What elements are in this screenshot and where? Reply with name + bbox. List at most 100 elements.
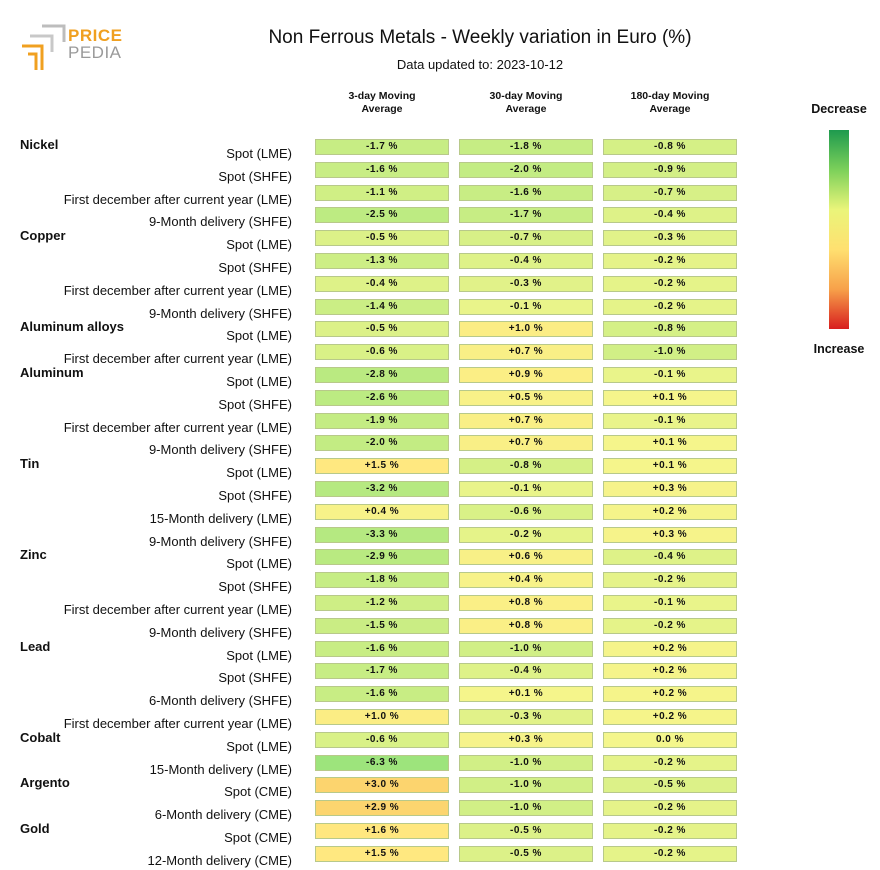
value-cell: +0.2 % <box>603 503 737 520</box>
value-cell: -0.2 % <box>603 754 737 771</box>
value-cell: +0.4 % <box>459 572 593 589</box>
value-cell: -0.6 % <box>315 344 449 361</box>
value-cell: -0.2 % <box>459 526 593 543</box>
value-cell: +0.7 % <box>459 344 593 361</box>
column-header-3: 180-day Moving Average <box>630 90 710 115</box>
value-cell: -0.5 % <box>459 845 593 862</box>
row-label: Spot (LME) <box>226 738 292 754</box>
value-cell: +0.6 % <box>459 549 593 566</box>
value-cell: -0.1 % <box>603 367 737 383</box>
value-cell: +0.4 % <box>315 503 449 520</box>
value-cell: -0.1 % <box>459 481 593 497</box>
value-cell: -0.8 % <box>603 321 737 338</box>
value-cell: -0.2 % <box>603 823 737 839</box>
value-cell: +0.8 % <box>459 617 593 634</box>
value-cell: -0.2 % <box>603 253 737 269</box>
row-label: 15-Month delivery (LME) <box>149 761 292 777</box>
row-label: First december after current year (LME) <box>63 602 292 617</box>
value-cell: -2.0 % <box>315 435 449 452</box>
value-cell: +0.5 % <box>459 389 593 406</box>
value-cell: -1.9 % <box>315 412 449 429</box>
value-cell: +0.2 % <box>603 709 737 725</box>
value-cell: +1.5 % <box>315 458 449 475</box>
row-label: Spot (LME) <box>226 328 292 344</box>
row-label: Spot (SHFE) <box>218 168 292 184</box>
value-cell: -1.4 % <box>315 298 449 315</box>
row-label: Spot (LME) <box>226 146 292 161</box>
chart-subtitle: Data updated to: 2023-10-12 <box>396 57 564 72</box>
value-cell: -1.7 % <box>315 139 449 155</box>
row-label: First december after current year (LME) <box>63 191 292 207</box>
value-cell: -0.7 % <box>603 184 737 201</box>
row-label: 15-Month delivery (LME) <box>149 510 292 526</box>
value-cell: -0.4 % <box>603 207 737 224</box>
value-cell: -1.8 % <box>315 572 449 589</box>
value-cell: -0.4 % <box>603 549 737 566</box>
value-cell: -0.5 % <box>315 321 449 338</box>
group-label: Aluminum <box>20 365 84 380</box>
value-cell: -0.3 % <box>459 709 593 725</box>
row-label: First december after current year (LME) <box>63 351 292 367</box>
value-cell: +0.2 % <box>603 686 737 703</box>
value-cell: +0.3 % <box>603 481 737 497</box>
value-cell: -0.1 % <box>603 412 737 429</box>
group-label: Argento <box>20 775 70 791</box>
value-cell: -0.4 % <box>459 253 593 269</box>
group-label: Cobalt <box>20 729 61 745</box>
pricepedia-logo: PRICE PEDIA <box>20 24 130 74</box>
row-label: Spot (LME) <box>226 374 292 389</box>
value-cell: -1.0 % <box>459 754 593 771</box>
row-label: Spot (LME) <box>226 465 292 481</box>
value-cell: -0.2 % <box>603 275 737 292</box>
value-cell: -1.6 % <box>315 161 449 178</box>
row-label: 6-Month delivery (SHFE) <box>148 693 292 709</box>
value-cell: +1.0 % <box>315 709 449 725</box>
value-cell: -0.3 % <box>459 275 593 292</box>
value-cell: -2.5 % <box>315 207 449 224</box>
value-cell: -0.6 % <box>459 503 593 520</box>
value-cell: -1.5 % <box>315 617 449 634</box>
row-label: 9-Month delivery (SHFE) <box>148 214 292 230</box>
row-label: Spot (LME) <box>226 556 292 572</box>
row-label: Spot (LME) <box>226 237 292 253</box>
value-cell: -0.2 % <box>603 800 737 817</box>
column-header-1: 3-day Moving Average <box>348 90 416 115</box>
row-label: Spot (SHFE) <box>218 396 292 412</box>
value-cell: -0.2 % <box>603 572 737 589</box>
value-cell: -0.1 % <box>603 595 737 611</box>
group-label: Lead <box>20 638 51 654</box>
value-cell: -0.8 % <box>459 458 593 475</box>
logo-text-price: PRICE <box>68 26 123 45</box>
group-label: Gold <box>20 821 50 836</box>
row-label: 9-Month delivery (SHFE) <box>148 442 292 458</box>
value-cell: -1.3 % <box>315 253 449 269</box>
value-cell: +0.1 % <box>603 435 737 452</box>
value-cell: -0.2 % <box>603 617 737 634</box>
value-cell: -0.3 % <box>603 230 737 247</box>
row-label: First december after current year (LME) <box>63 282 292 298</box>
value-cell: -0.9 % <box>603 161 737 178</box>
value-cell: +0.2 % <box>603 640 737 657</box>
group-label: Copper <box>20 228 66 244</box>
value-cell: +1.0 % <box>459 321 593 338</box>
row-label: Spot (SHFE) <box>218 260 292 275</box>
column-header-2: 30-day Moving Average <box>489 90 563 115</box>
value-cell: -1.8 % <box>459 139 593 155</box>
value-cell: -1.7 % <box>315 663 449 680</box>
value-cell: +0.1 % <box>603 458 737 475</box>
group-label: Nickel <box>20 137 59 152</box>
row-label: Spot (SHFE) <box>218 579 292 595</box>
row-label: 9-Month delivery (SHFE) <box>148 624 292 640</box>
row-label: Spot (CME) <box>224 830 292 845</box>
group-label: Zinc <box>20 547 47 563</box>
value-cell: +1.6 % <box>315 823 449 839</box>
value-cell: -1.7 % <box>459 207 593 224</box>
value-cell: -0.1 % <box>459 298 593 315</box>
value-cell: -0.7 % <box>459 230 593 247</box>
value-cell: 0.0 % <box>603 731 737 748</box>
value-cell: -1.0 % <box>459 640 593 657</box>
logo-mark-icon <box>22 24 66 70</box>
value-cell: +1.5 % <box>315 845 449 862</box>
legend-color-scale <box>829 130 849 329</box>
row-label: First december after current year (LME) <box>63 419 292 435</box>
